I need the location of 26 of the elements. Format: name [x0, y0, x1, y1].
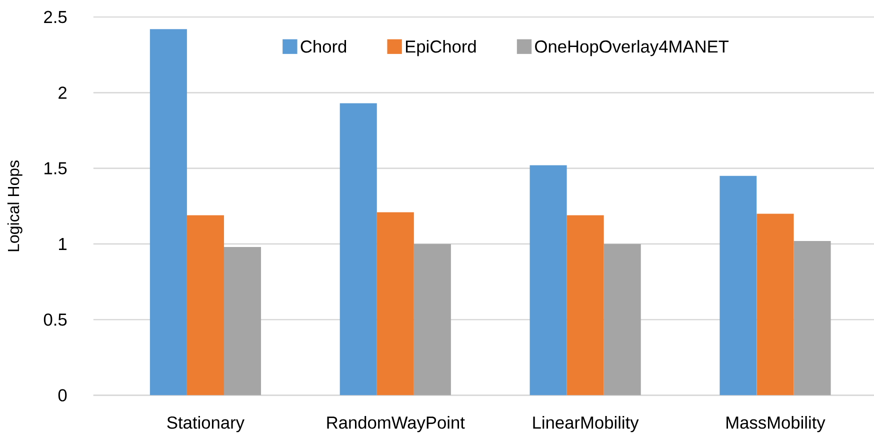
legend-label: Chord [300, 40, 346, 53]
bar [376, 212, 414, 396]
bar [756, 214, 794, 396]
bar [150, 28, 187, 396]
bar [414, 244, 451, 396]
y-tick-label: 0.5 [44, 313, 67, 326]
y-tick-label: 0 [58, 388, 67, 402]
x-tick-label: RandomWayPoint [327, 416, 465, 432]
legend-label: EpiChord [406, 40, 476, 56]
x-tick-label: LinearMobility [533, 416, 639, 432]
x-tick-label: MassMobility [726, 416, 826, 432]
y-tick-label: 1.5 [44, 162, 67, 174]
y-axis-title: Logical Hops [7, 160, 22, 251]
y-tick-label: 1 [59, 238, 67, 250]
bar [224, 246, 262, 396]
bar [530, 165, 567, 396]
x-tick-label: Stationary [167, 416, 244, 432]
bar [186, 215, 224, 396]
y-tick-label: 2.5 [44, 10, 67, 23]
y-tick-label: 2 [58, 86, 66, 99]
legend-label: OneHopOverlay4MANET [535, 40, 729, 56]
bar [604, 244, 641, 396]
bar [794, 240, 831, 396]
bar [340, 103, 377, 396]
bar [720, 176, 757, 396]
bar [566, 215, 604, 396]
